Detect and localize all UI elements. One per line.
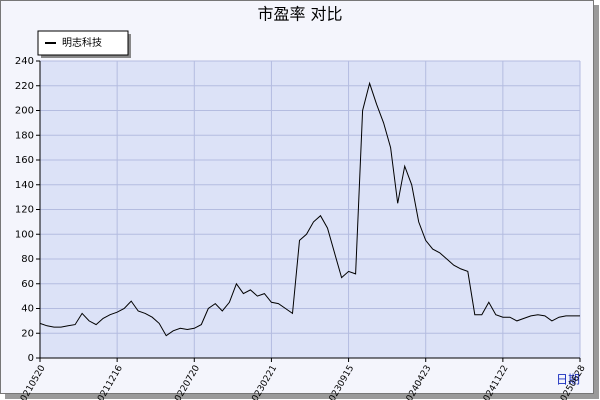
y-tick-label: 240	[15, 56, 34, 67]
y-tick-label: 160	[15, 155, 34, 166]
y-tick-label: 200	[15, 106, 34, 117]
y-tick-label: 20	[21, 328, 34, 339]
chart-title: 市盈率 对比	[257, 5, 342, 24]
y-tick-label: 0	[28, 353, 34, 364]
y-tick-label: 120	[15, 205, 34, 216]
legend-label: 明志科技	[62, 36, 102, 49]
x-axis-label: 日期	[556, 373, 580, 387]
y-tick-label: 60	[21, 279, 34, 290]
y-tick-label: 180	[15, 130, 34, 141]
y-tick-label: 220	[15, 81, 34, 92]
y-tick-label: 80	[21, 254, 34, 265]
y-tick-label: 140	[15, 180, 34, 191]
y-tick-label: 40	[21, 304, 34, 315]
y-tick-label: 100	[15, 229, 34, 240]
series-line	[39, 81, 580, 337]
